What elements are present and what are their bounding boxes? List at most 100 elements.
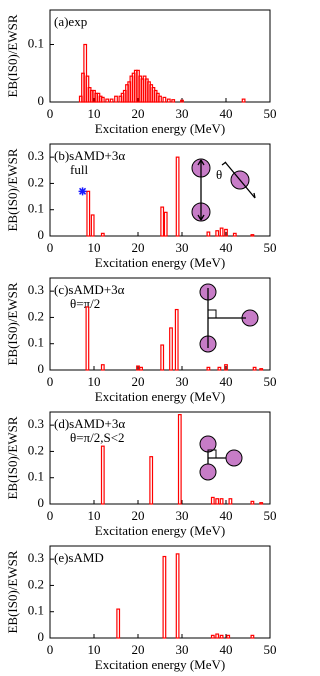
y-tick-label: 0.1 [28, 201, 44, 216]
bar [100, 232, 105, 237]
y-axis-label: EB(IS0)/EWSR [5, 282, 20, 365]
bar [232, 232, 237, 237]
bar [162, 555, 167, 639]
bar [228, 498, 233, 505]
bar [175, 553, 180, 639]
bar [139, 366, 143, 371]
bar [105, 98, 110, 103]
y-tick-label: 0.1 [28, 603, 44, 618]
x-tick-label: 50 [264, 508, 277, 523]
y-tick-label: 0 [38, 495, 45, 510]
plot-frame [49, 411, 271, 505]
panel-sublabel: full [70, 162, 88, 177]
bar [215, 230, 220, 237]
x-tick-label: 30 [176, 374, 189, 389]
bar [215, 633, 220, 639]
bar [252, 366, 257, 371]
bar [158, 95, 162, 103]
x-tick-label: 20 [132, 106, 145, 121]
y-tick-label: 0 [38, 629, 45, 644]
x-tick-label: 10 [88, 106, 101, 121]
y-tick-label: 0 [38, 361, 45, 376]
x-tick-label: 10 [88, 642, 101, 657]
x-tick-label: 20 [132, 508, 145, 523]
angle-label: θ [216, 167, 222, 182]
plot-frame [49, 277, 271, 371]
bar [259, 502, 264, 505]
x-tick-label: 50 [264, 374, 277, 389]
x-tick-label: 0 [47, 240, 54, 255]
panel-label: (b)sAMD+3α [54, 148, 125, 163]
x-tick-label: 40 [220, 642, 233, 657]
bar [86, 190, 91, 237]
bar [177, 414, 182, 505]
bar [174, 308, 179, 371]
panel-label: (a)exp [54, 14, 87, 29]
panel-label: (c)sAMD+3α [54, 282, 125, 297]
panel-sublabel: θ=π/2 [70, 296, 100, 311]
y-axis-label: EB(IS0)/EWSR [5, 416, 20, 499]
bar [250, 634, 255, 639]
bar [206, 366, 211, 371]
bar [180, 99, 184, 103]
y-tick-label: 0.3 [28, 282, 44, 297]
bar [114, 95, 118, 103]
cluster-icon [199, 283, 259, 353]
bar [224, 228, 228, 237]
bar [109, 98, 114, 103]
bar [206, 231, 211, 237]
y-tick-label: 0.1 [28, 335, 44, 350]
bar [215, 498, 220, 505]
bar [83, 43, 88, 103]
x-tick-label: 30 [176, 106, 189, 121]
x-tick-label: 40 [220, 240, 233, 255]
bar [259, 368, 264, 371]
x-axis-label: Excitation energy (MeV) [95, 523, 225, 538]
bar [100, 364, 105, 371]
x-tick-label: 0 [47, 508, 54, 523]
bar [241, 98, 246, 103]
x-tick-label: 0 [47, 106, 54, 121]
bar [160, 344, 165, 371]
bar [160, 206, 165, 237]
bar [210, 634, 215, 639]
x-tick-label: 20 [132, 642, 145, 657]
bar [219, 634, 224, 639]
bar [116, 608, 121, 639]
x-tick-label: 10 [88, 508, 101, 523]
bar [90, 214, 95, 237]
x-tick-label: 50 [264, 106, 277, 121]
bar [217, 366, 222, 371]
x-axis-label: Excitation energy (MeV) [95, 255, 225, 270]
y-axis-label: EB(IS0)/EWSR [5, 550, 20, 633]
x-tick-label: 20 [132, 240, 145, 255]
bar [226, 634, 231, 639]
bar [166, 98, 171, 103]
x-tick-label: 0 [47, 374, 54, 389]
bar [250, 500, 255, 505]
bar [250, 234, 255, 237]
bar [175, 156, 180, 237]
y-tick-label: 0 [38, 227, 45, 242]
x-axis-label: Excitation energy (MeV) [95, 121, 225, 136]
bar [163, 211, 168, 237]
star-point [78, 187, 87, 196]
x-tick-label: 50 [264, 240, 277, 255]
y-tick-label: 0.1 [28, 469, 44, 484]
y-tick-label: 0.2 [28, 308, 44, 323]
x-tick-label: 30 [176, 508, 189, 523]
bar [169, 327, 173, 371]
bar [100, 445, 105, 505]
bar [219, 227, 224, 237]
x-tick-label: 50 [264, 642, 277, 657]
plot-frame [49, 143, 271, 237]
y-tick-label: 0.3 [28, 148, 44, 163]
cluster-icon [199, 435, 243, 481]
x-tick-label: 40 [220, 374, 233, 389]
panel-label: (e)sAMD [54, 550, 104, 565]
x-tick-label: 20 [132, 374, 145, 389]
bar [219, 498, 224, 505]
y-axis-label: EB(IS0)/EWSR [5, 148, 20, 231]
panel-sublabel: θ=π/2,S<2 [70, 430, 125, 445]
y-tick-label: 0.3 [28, 550, 44, 565]
